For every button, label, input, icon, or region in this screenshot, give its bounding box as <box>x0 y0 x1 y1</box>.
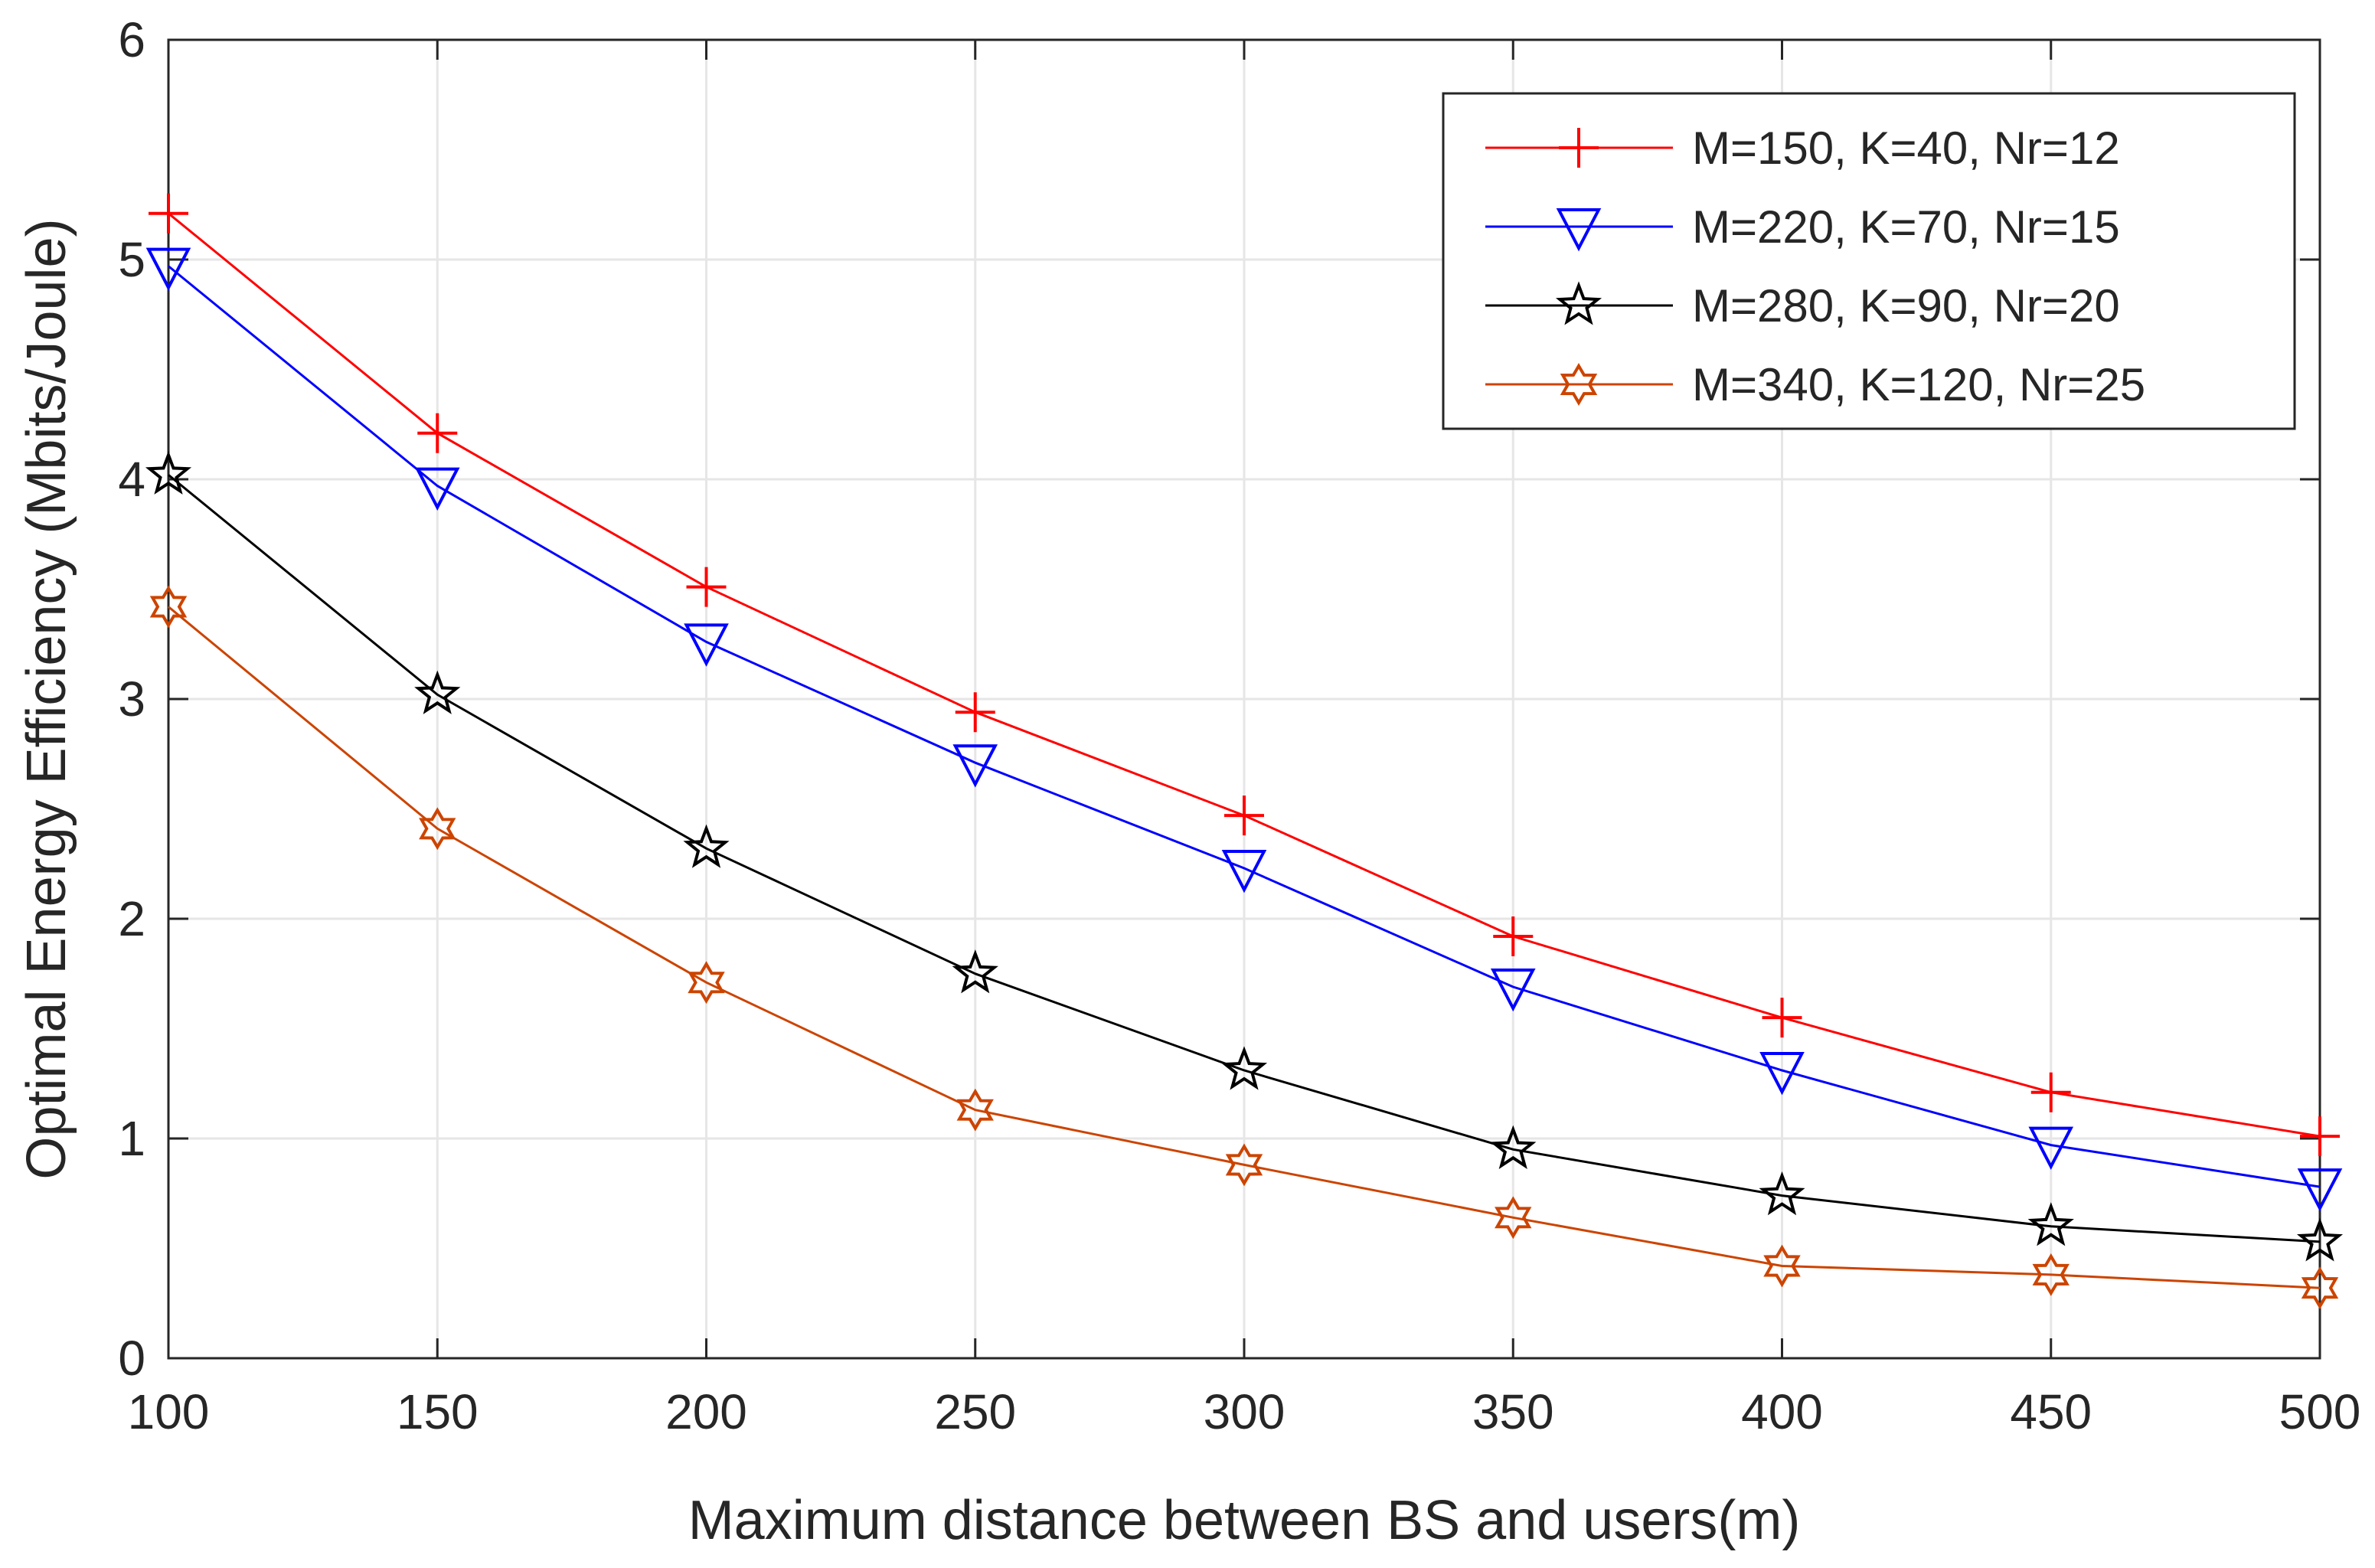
legend-label: M=150, K=40, Nr=12 <box>1692 122 2120 174</box>
y-tick-label: 6 <box>118 12 145 67</box>
y-tick-label: 4 <box>118 452 145 507</box>
series-2 <box>145 247 2343 1212</box>
triangle-down-marker <box>2028 1126 2074 1170</box>
plus-marker <box>417 413 458 453</box>
pentagram-marker <box>145 450 192 495</box>
plus-marker <box>1224 795 1264 836</box>
plus-marker <box>1762 998 1802 1038</box>
y-tick-label: 2 <box>118 891 145 946</box>
legend: M=150, K=40, Nr=12 M=220, K=70, Nr=15 M=28… <box>1442 92 2296 430</box>
y-tick-label: 1 <box>118 1111 145 1166</box>
hexagram-marker <box>1225 1143 1263 1187</box>
pentagram-marker <box>683 824 730 868</box>
series-4 <box>149 585 2339 1310</box>
triangle-down-marker <box>1556 208 1602 252</box>
legend-entry-3: M=280, K=90, Nr=20 <box>1485 280 2120 332</box>
legend-entry-1: M=150, K=40, Nr=12 <box>1485 122 2120 174</box>
legend-entries: M=150, K=40, Nr=12 M=220, K=70, Nr=15 M=28… <box>1485 122 2145 410</box>
series-line <box>168 265 2321 1188</box>
hexagram-marker <box>149 585 188 629</box>
pentagram-marker <box>1555 281 1602 325</box>
legend-entry-2: M=220, K=70, Nr=15 <box>1485 201 2120 253</box>
x-tick-label: 500 <box>2279 1384 2361 1439</box>
hexagram-marker <box>1495 1196 1532 1240</box>
x-tick-label: 200 <box>665 1384 747 1439</box>
hexagram-marker <box>1560 363 1598 406</box>
pentagram-marker <box>2027 1202 2074 1246</box>
plus-marker <box>955 692 995 733</box>
y-tick-label: 0 <box>118 1331 145 1386</box>
plus-marker <box>1493 916 1534 956</box>
pentagram-marker <box>1759 1171 1805 1216</box>
x-tick-label: 350 <box>1472 1384 1554 1439</box>
plus-marker <box>686 567 727 607</box>
triangle-down-marker <box>414 467 460 511</box>
y-tick-label: 5 <box>118 232 145 287</box>
plus-marker <box>149 193 188 234</box>
legend-entry-4: M=340, K=120, Nr=25 <box>1485 359 2145 410</box>
triangle-down-marker <box>1490 968 1536 1012</box>
y-tick-label: 3 <box>118 671 145 727</box>
pentagram-marker <box>2296 1217 2344 1262</box>
x-tick-label: 450 <box>2010 1384 2092 1439</box>
x-tick-label: 400 <box>1741 1384 1823 1439</box>
y-axis-label: Optimal Energy Efficiency (Mbits/Joule) <box>16 218 77 1179</box>
pentagram-marker <box>414 670 461 714</box>
x-tick-label: 250 <box>934 1384 1016 1439</box>
series-3 <box>145 450 2344 1262</box>
series-line <box>168 606 2321 1289</box>
plus-marker <box>1559 128 1599 168</box>
hexagram-marker <box>1763 1244 1801 1288</box>
triangle-down-marker <box>2297 1168 2343 1212</box>
pentagram-marker <box>1490 1125 1537 1170</box>
legend-label: M=280, K=90, Nr=20 <box>1692 280 2120 332</box>
legend-label: M=220, K=70, Nr=15 <box>1692 201 2120 253</box>
pentagram-marker <box>1220 1046 1268 1090</box>
triangle-down-marker <box>684 623 729 667</box>
hexagram-marker <box>2301 1266 2339 1310</box>
axis-ticks: 100 150 200 250 300 350 400 450 500 0 1 2 3 4 5 6 <box>118 12 2360 1439</box>
hexagram-marker <box>2032 1253 2070 1296</box>
legend-label: M=340, K=120, Nr=25 <box>1692 359 2145 410</box>
series-1 <box>149 193 2340 1157</box>
x-tick-label: 100 <box>128 1384 210 1439</box>
pentagram-marker <box>952 949 998 994</box>
hexagram-marker <box>956 1088 994 1132</box>
plus-marker <box>2030 1072 2071 1112</box>
series-group <box>145 193 2344 1310</box>
hexagram-marker <box>419 807 456 851</box>
plus-marker <box>2300 1116 2340 1157</box>
triangle-down-marker <box>1221 849 1267 893</box>
triangle-down-marker <box>952 744 998 788</box>
x-tick-label: 300 <box>1204 1384 1286 1439</box>
triangle-down-marker <box>145 247 191 291</box>
hexagram-marker <box>688 961 725 1004</box>
series-line <box>168 474 2321 1243</box>
triangle-down-marker <box>1759 1052 1805 1096</box>
x-axis-label: Maximum distance between BS and users(m) <box>688 1490 1801 1551</box>
x-tick-label: 150 <box>397 1384 479 1439</box>
